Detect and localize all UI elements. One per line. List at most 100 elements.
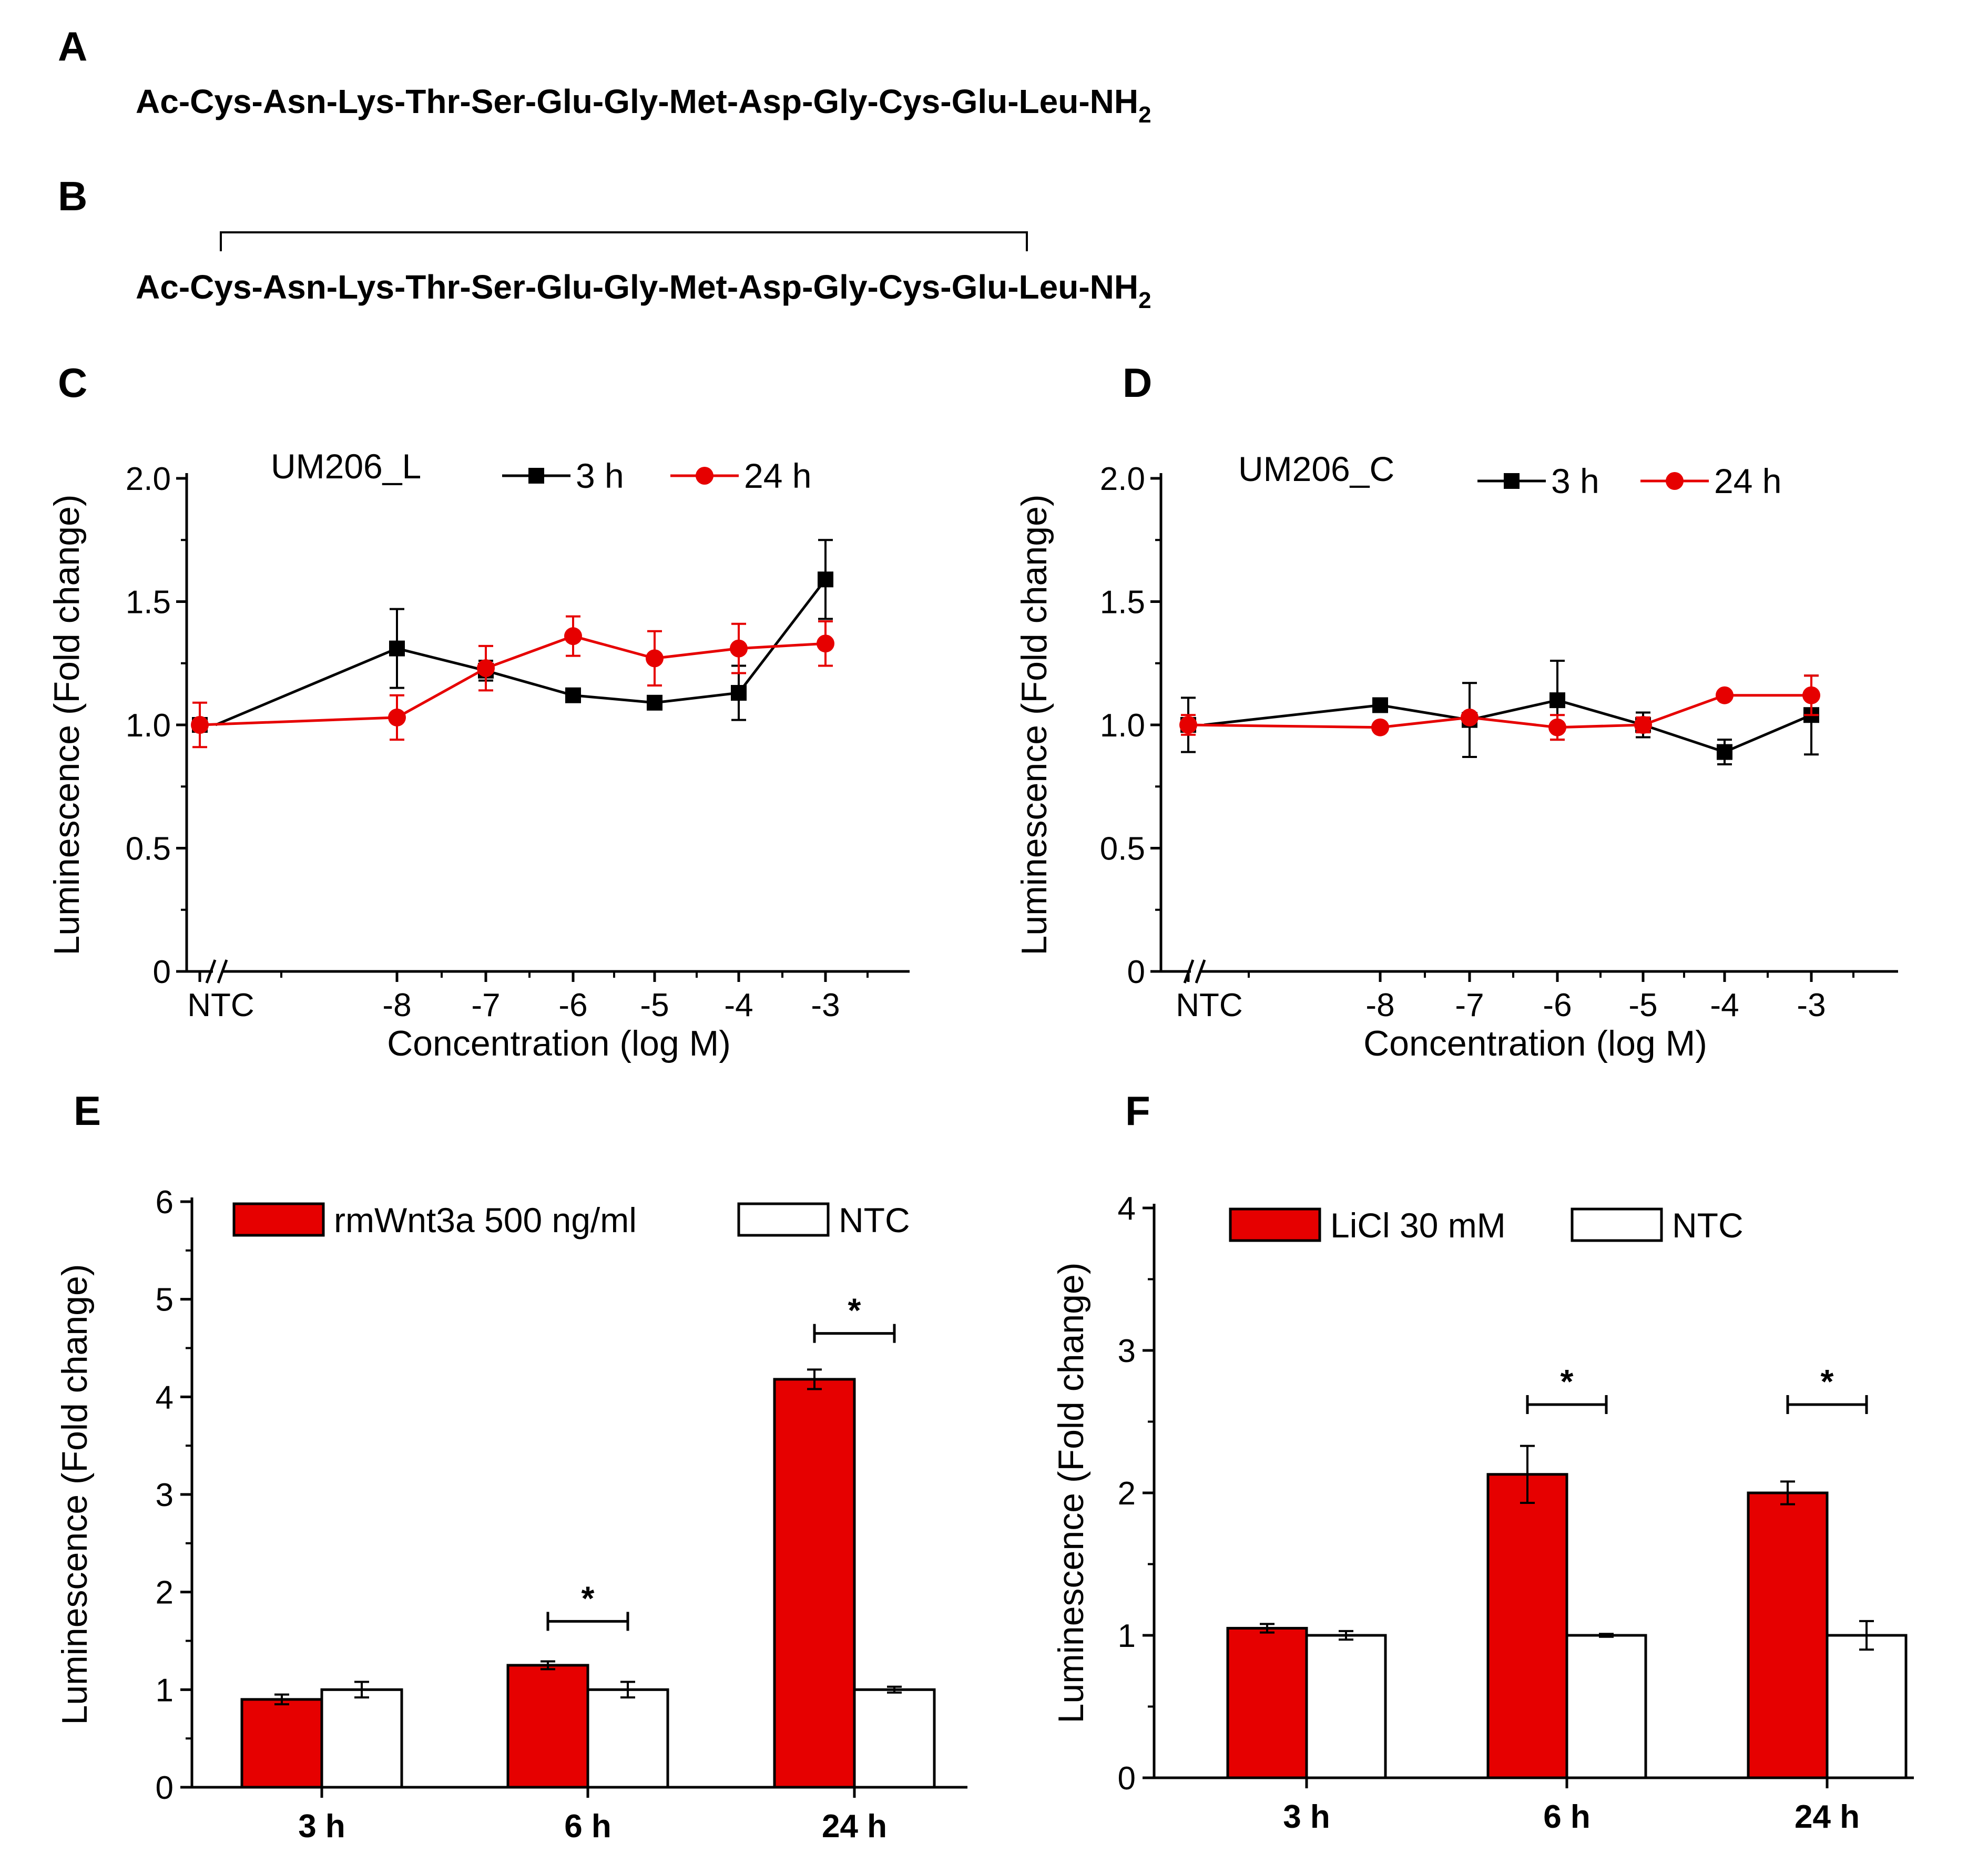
x-tick-label-d: -7 [1455, 987, 1484, 1023]
data-point-c-24h [817, 634, 834, 653]
panel-letter-a: A [58, 23, 87, 69]
y-tick-label-e: 5 [156, 1282, 174, 1318]
data-point-c-24h [646, 649, 664, 668]
treatment-bar-e [240, 1698, 323, 1789]
ntc-bar-e [586, 1688, 669, 1789]
y-tick-label-d: 2.0 [1100, 461, 1145, 497]
x-tick-label-c: -4 [724, 987, 753, 1023]
legend-marker-d [1504, 473, 1520, 489]
peptide-sequence-linear: Ac-Cys-Asn-Lys-Thr-Ser-Glu-Gly-Met-Asp-G… [136, 83, 1151, 128]
legend-swatch-e [737, 1202, 830, 1237]
legend-marker-c [528, 468, 544, 484]
sequence-text-b: Ac-Cys-Asn-Lys-Thr-Ser-Glu-Gly-Met-Asp-G… [136, 268, 1138, 306]
data-point-d-24h [1179, 716, 1197, 734]
legend-label-c: 24 h [744, 456, 811, 495]
peptide-sequence-cyclic: Ac-Cys-Asn-Lys-Thr-Ser-Glu-Gly-Met-Asp-G… [136, 268, 1151, 313]
treatment-bar-f [1486, 1473, 1568, 1779]
significance-star-e: * [582, 1579, 595, 1617]
sequence-subscript-b: 2 [1138, 288, 1151, 313]
y-tick-label-d: 0.5 [1100, 831, 1145, 867]
x-tick-label-e: 6 h [564, 1808, 611, 1845]
legend-label-e: NTC [839, 1201, 910, 1240]
legend-swatch-f [1571, 1207, 1663, 1242]
legend-marker-d [1666, 472, 1684, 490]
chart-title-d: UM206_C [1238, 449, 1394, 488]
ntc-bar-f [1305, 1634, 1387, 1779]
data-point-d-24h [1548, 718, 1566, 736]
x-tick-label-c: -5 [640, 987, 669, 1023]
data-point-c-3h [389, 640, 405, 657]
y-tick-label-c: 1.5 [126, 585, 171, 621]
data-point-c-24h [388, 708, 406, 726]
y-axis-label-c: Luminescence (Fold change) [47, 495, 87, 956]
x-tick-label-f: 3 h [1283, 1799, 1330, 1835]
data-point-c-24h [477, 659, 495, 678]
legend-swatch-f [1229, 1207, 1321, 1242]
panel-letter-e: E [74, 1088, 101, 1134]
axis-break-mark-c [217, 959, 228, 984]
x-tick-label-d: NTC [1176, 987, 1242, 1023]
data-point-c-3h [647, 694, 662, 711]
x-tick-label-c: -6 [558, 987, 587, 1023]
data-point-c-3h [818, 571, 833, 588]
axis-break-mark-c [205, 959, 217, 984]
significance-star-e: * [848, 1292, 861, 1329]
legend-label-c: 3 h [576, 456, 624, 495]
y-axis-label-f: Luminescence (Fold change) [1051, 1263, 1091, 1724]
panel-d-line-chart: D UM206_C 0 0.5 1.0 1.5 2.0 NTC -8 -7 -6 -5 -4 -3 Co… [1014, 360, 1898, 1063]
x-tick-label-f: 6 h [1543, 1799, 1591, 1835]
ntc-bar-e [853, 1688, 936, 1789]
x-tick-label-d: -3 [1797, 987, 1826, 1023]
treatment-bar-f [1226, 1626, 1308, 1779]
sequence-subscript-a: 2 [1138, 102, 1151, 128]
x-tick-label-d: -6 [1543, 987, 1572, 1023]
panel-letter-d: D [1123, 360, 1152, 406]
ntc-bar-e [320, 1688, 403, 1789]
y-tick-label-c: 0.5 [126, 831, 171, 867]
data-point-c-24h [730, 639, 748, 658]
sequence-text-a: Ac-Cys-Asn-Lys-Thr-Ser-Glu-Gly-Met-Asp-G… [136, 83, 1138, 120]
data-point-c-24h [564, 627, 582, 646]
panel-letter-f: F [1125, 1088, 1150, 1134]
data-point-c-3h [731, 685, 747, 701]
x-tick-label-c: -7 [471, 987, 500, 1023]
y-tick-label-e: 1 [156, 1672, 174, 1708]
y-tick-label-d: 1.0 [1100, 708, 1145, 744]
treatment-bar-e [773, 1378, 856, 1789]
treatment-bar-e [506, 1664, 589, 1789]
y-tick-label-c: 1.0 [126, 708, 171, 744]
x-tick-label-d: -8 [1365, 987, 1394, 1023]
legend-swatch-e [232, 1202, 325, 1237]
x-tick-label-c: -8 [382, 987, 411, 1023]
significance-star-f: * [1561, 1363, 1574, 1400]
data-point-c-24h [191, 716, 209, 734]
panel-letter-b: B [58, 173, 87, 219]
panel-f-bar-chart: F 0 1 2 3 4 Luminescence (Fold change) 3 h 6 h 2… [1051, 1088, 1914, 1835]
y-tick-label-f: 1 [1118, 1618, 1136, 1654]
y-tick-label-f: 4 [1118, 1191, 1136, 1227]
x-tick-label-e: 3 h [298, 1808, 345, 1845]
disulfide-bridge-bracket [220, 231, 1028, 251]
x-tick-label-d: -5 [1628, 987, 1657, 1023]
panel-c-line-chart: C UM206_L 0 0.5 1.0 1.5 2.0 NTC -8 -7 -6 -5 -4 -3 Co… [47, 360, 910, 1063]
data-point-d-24h [1371, 718, 1389, 736]
legend-marker-c [696, 467, 713, 485]
y-tick-label-e: 2 [156, 1575, 174, 1611]
x-tick-label-f: 24 h [1795, 1799, 1860, 1835]
legend-label-f: LiCl 30 mM [1330, 1206, 1506, 1245]
data-point-d-3h [1717, 744, 1732, 760]
panel-letter-c: C [58, 360, 87, 406]
y-tick-label-e: 3 [156, 1477, 174, 1513]
data-point-d-24h [1461, 708, 1479, 726]
y-tick-label-f: 0 [1118, 1760, 1136, 1797]
legend-label-d: 3 h [1551, 462, 1599, 500]
panel-e-bar-chart: E 0 1 2 3 4 5 6 Luminescence (Fold change) 3 h 6 … [55, 1088, 967, 1845]
x-tick-label-c: -3 [811, 987, 840, 1023]
data-point-d-24h [1634, 716, 1652, 734]
legend-label-e: rmWnt3a 500 ng/ml [334, 1201, 637, 1240]
x-tick-label-e: 24 h [822, 1808, 887, 1845]
data-point-d-3h [1549, 692, 1565, 709]
y-axis-label-d: Luminescence (Fold change) [1014, 495, 1054, 956]
y-tick-label-f: 2 [1118, 1476, 1136, 1512]
